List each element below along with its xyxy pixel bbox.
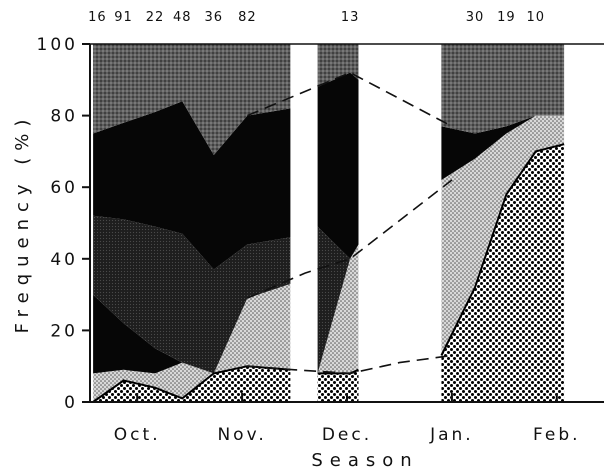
sample-size-label: 48 bbox=[173, 10, 192, 25]
dashed-line-1 bbox=[247, 354, 453, 375]
area-band-1-segment-2 bbox=[317, 369, 359, 402]
y-tick-label: 100 bbox=[37, 35, 78, 55]
dashed-line-2 bbox=[246, 179, 453, 299]
area-band-1-segment-1 bbox=[93, 366, 291, 402]
sample-size-label: 30 bbox=[466, 10, 485, 25]
dashed-lines bbox=[246, 71, 453, 375]
area-band-6-segment-3 bbox=[441, 44, 565, 134]
x-tick-label: Dec. bbox=[322, 425, 372, 445]
sample-size-label: 10 bbox=[527, 10, 546, 25]
area-band-5-segment-1 bbox=[93, 101, 291, 270]
x-tick-label: Oct. bbox=[114, 425, 161, 445]
y-tick-label: 60 bbox=[50, 178, 78, 198]
area-band-2-segment-1 bbox=[93, 283, 291, 402]
area-band-2-segment-3 bbox=[441, 115, 565, 356]
x-axis-title: Season bbox=[311, 450, 418, 471]
y-ticks: 0 20 40 60 80 100 bbox=[37, 35, 90, 413]
sample-size-label: 82 bbox=[238, 10, 257, 25]
sample-size-label: 36 bbox=[205, 10, 224, 25]
sample-size-label: 91 bbox=[114, 10, 133, 25]
sample-size-label: 16 bbox=[88, 10, 107, 25]
area-band-1-segment-3 bbox=[441, 144, 565, 402]
sample-size-label: 22 bbox=[146, 10, 165, 25]
y-tick-label: 0 bbox=[64, 393, 78, 413]
x-tick-label: Jan. bbox=[429, 425, 474, 445]
stacked-areas bbox=[92, 44, 565, 403]
x-ticks: Oct. Nov. Dec. Jan. Feb. bbox=[114, 393, 581, 445]
sample-size-label: 19 bbox=[497, 10, 516, 25]
area-band-5-segment-3 bbox=[441, 115, 565, 180]
area-band-4-segment-1 bbox=[93, 215, 291, 374]
y-tick-label: 20 bbox=[50, 321, 78, 341]
area-band-6-segment-2 bbox=[317, 44, 359, 87]
area-band-4-segment-2 bbox=[317, 226, 359, 374]
y-tick-label: 80 bbox=[50, 107, 78, 127]
y-axis-title: Frequency (%) bbox=[12, 113, 33, 334]
x-tick-label: Feb. bbox=[533, 425, 581, 445]
sample-size-label: 13 bbox=[341, 10, 360, 25]
dotted-band-boundary-3 bbox=[440, 143, 565, 356]
y-tick-label: 40 bbox=[50, 250, 78, 270]
area-band-3-segment-1 bbox=[93, 283, 291, 374]
area-band-6-segment-1 bbox=[93, 44, 291, 155]
area-band-2-segment-2 bbox=[317, 244, 359, 374]
sample-sizes: 16 91 22 48 36 82 13 30 19 10 bbox=[88, 10, 546, 25]
area-band-5-segment-2 bbox=[317, 72, 359, 259]
x-tick-label: Nov. bbox=[217, 425, 266, 445]
